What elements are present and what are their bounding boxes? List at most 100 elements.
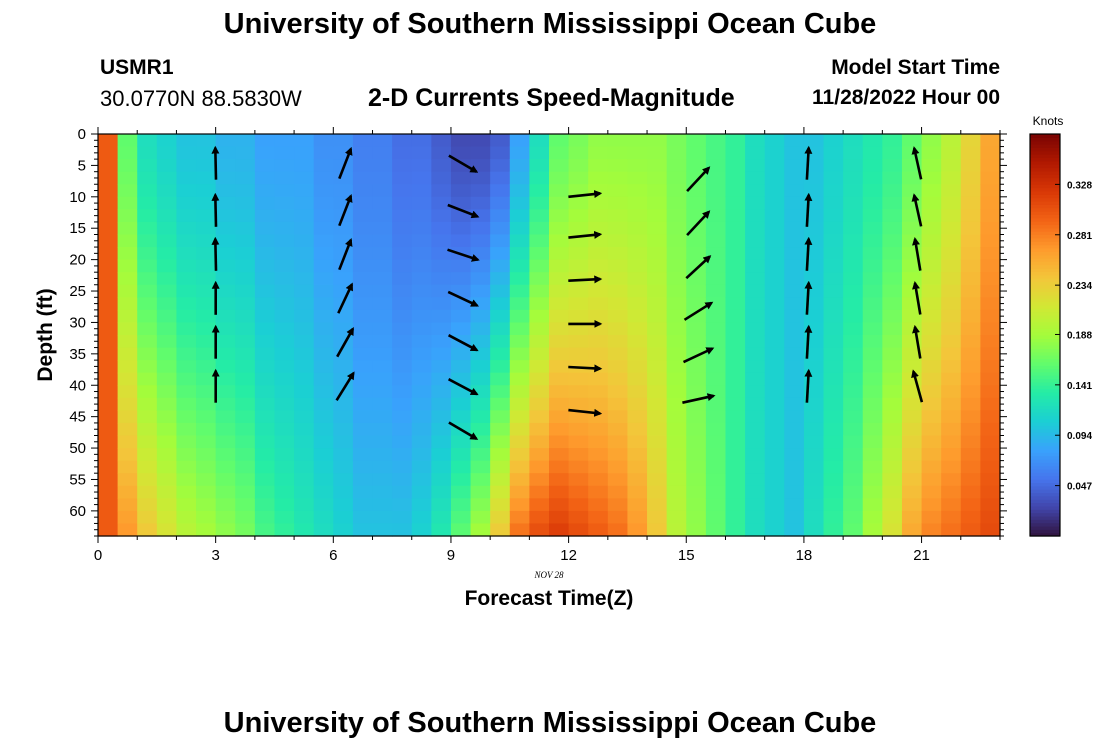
heatmap-cell (921, 221, 942, 236)
current-vector-arrow (911, 146, 923, 180)
heatmap-cell (490, 234, 511, 248)
colorbar-segment (1030, 375, 1060, 380)
heatmap-cell (196, 247, 217, 261)
heatmap-cell (568, 221, 589, 236)
heatmap-cell (117, 498, 138, 512)
heatmap-cell (98, 422, 119, 437)
heatmap-cell (686, 134, 707, 148)
heatmap-cell (647, 448, 668, 462)
heatmap-cell (254, 473, 276, 487)
heatmap-cell (823, 523, 844, 537)
heatmap-cell (411, 360, 432, 374)
current-vector-arrow (682, 393, 716, 404)
heatmap-cell (921, 234, 942, 248)
heatmap-cell (529, 485, 550, 499)
heatmap-cell (431, 221, 452, 236)
heatmap-cell (549, 422, 570, 437)
heatmap-cell (333, 347, 354, 361)
heatmap-cell (784, 196, 805, 210)
heatmap-cell (117, 485, 138, 499)
heatmap-cell (784, 448, 805, 462)
heatmap-cell (352, 284, 374, 298)
heatmap-cell (137, 448, 158, 462)
heatmap-cell (156, 159, 178, 173)
colorbar-segment (1030, 371, 1060, 376)
heatmap-cell (764, 221, 785, 236)
heatmap-cell (156, 510, 178, 525)
heatmap-cell (686, 485, 707, 499)
heatmap-cell (725, 510, 746, 525)
footer-title: University of Southern Mississippi Ocean… (223, 707, 877, 739)
heatmap-cell (254, 485, 276, 499)
colorbar-segment (1030, 221, 1060, 226)
heatmap-cell (980, 272, 1001, 286)
heatmap-cell (980, 485, 1001, 499)
colorbar-segment (1030, 237, 1060, 242)
colorbar-segment (1030, 157, 1060, 162)
heatmap-cell (235, 523, 256, 537)
heatmap-cell (137, 234, 158, 248)
heatmap-cell (980, 360, 1001, 374)
heatmap-cell (529, 360, 550, 374)
colorbar-segment (1030, 331, 1060, 336)
heatmap-cell (372, 523, 393, 537)
heatmap-cell (745, 159, 766, 173)
heatmap-cell (960, 422, 981, 437)
heatmap-cell (705, 259, 727, 273)
heatmap-cell (98, 473, 119, 487)
heatmap-cell (588, 448, 609, 462)
colorbar-tick-label: 0.188 (1067, 330, 1092, 341)
heatmap-cell (411, 485, 432, 499)
heatmap-cell (137, 422, 158, 437)
heatmap-cell (137, 385, 158, 399)
heatmap-cell (549, 410, 570, 424)
heatmap-cell (235, 485, 256, 499)
heatmap-cell (549, 448, 570, 462)
heatmap-cell (921, 422, 942, 437)
heatmap-cell (784, 360, 805, 374)
heatmap-cell (823, 322, 844, 336)
heatmap-cell (823, 498, 844, 512)
heatmap-cell (745, 209, 766, 223)
current-vector-arrow (335, 371, 355, 401)
heatmap-cell (647, 209, 668, 223)
heatmap-cell (843, 234, 864, 248)
heatmap-cell (843, 171, 864, 185)
heatmap-cell (372, 410, 393, 424)
heatmap-cell (117, 159, 138, 173)
heatmap-cell (960, 284, 981, 298)
heatmap-cell (843, 146, 864, 160)
heatmap-cell (431, 146, 452, 160)
heatmap-cell (568, 196, 589, 210)
heatmap-cell (725, 523, 746, 537)
heatmap-cell (843, 485, 864, 499)
heatmap-cell (137, 460, 158, 474)
heatmap-cell (764, 410, 785, 424)
heatmap-cell (882, 221, 903, 236)
heatmap-cell (333, 259, 354, 273)
heatmap-cell (588, 134, 609, 148)
heatmap-cell (450, 259, 472, 273)
heatmap-cell (137, 247, 158, 261)
heatmap-cell (490, 485, 511, 499)
heatmap-cell (823, 422, 844, 437)
heatmap-cell (215, 259, 236, 273)
heatmap-cell (647, 347, 668, 361)
heatmap-cell (274, 272, 295, 286)
heatmap-cell (313, 234, 334, 248)
heatmap-cell (588, 422, 609, 437)
heatmap-cell (176, 184, 197, 198)
heatmap-cell (98, 385, 119, 399)
heatmap-cell (137, 485, 158, 499)
heatmap-cell (882, 410, 903, 424)
heatmap-cell (431, 410, 452, 424)
colorbar-segment (1030, 351, 1060, 356)
heatmap-cell (764, 134, 785, 148)
heatmap-cell (529, 448, 550, 462)
heatmap-cell (274, 284, 295, 298)
heatmap-cell (137, 159, 158, 173)
heatmap-cell (509, 247, 530, 261)
current-vector-arrow (338, 238, 353, 271)
heatmap-cell (98, 247, 119, 261)
colorbar-segment (1030, 298, 1060, 303)
